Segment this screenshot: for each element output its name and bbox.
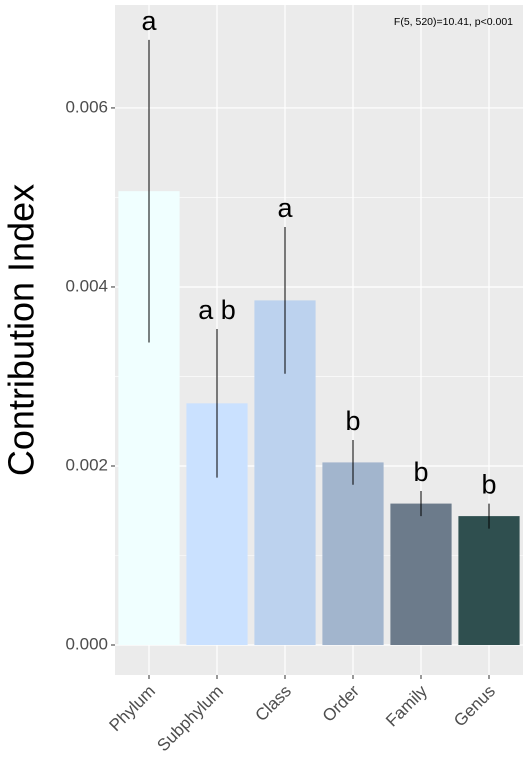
x-tick-label: Subphylum bbox=[153, 682, 227, 756]
y-tick-label: 0.006 bbox=[65, 97, 108, 116]
bar bbox=[458, 516, 520, 646]
y-tick-label: 0.000 bbox=[65, 634, 108, 653]
bar bbox=[322, 462, 384, 646]
x-tick-label: Phylum bbox=[105, 682, 159, 736]
bar bbox=[390, 503, 452, 646]
x-tick-label: Class bbox=[252, 682, 295, 725]
x-tick-label: Family bbox=[382, 681, 431, 730]
y-tick-label: 0.002 bbox=[65, 455, 108, 474]
group-letter: b bbox=[413, 457, 428, 487]
group-letter: a bbox=[141, 6, 157, 36]
group-letter: a bbox=[277, 193, 293, 223]
x-tick-label: Genus bbox=[450, 682, 499, 731]
plot-panel bbox=[115, 5, 523, 675]
group-letter: b bbox=[481, 470, 496, 500]
x-tick-label: Order bbox=[319, 681, 363, 725]
y-axis-label: Contribution Index bbox=[1, 184, 42, 476]
annotation: F(5, 520)=10.41, p<0.001 bbox=[394, 16, 513, 28]
group-letter: b bbox=[345, 406, 360, 436]
group-letter: a b bbox=[198, 295, 236, 325]
y-tick-label: 0.004 bbox=[65, 276, 108, 295]
